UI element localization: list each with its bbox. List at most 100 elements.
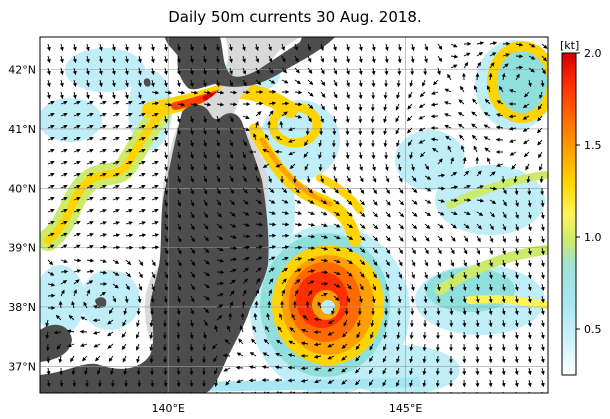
current-arrow: [242, 234, 251, 239]
current-arrow: [60, 269, 69, 274]
current-arrow: [189, 343, 194, 352]
current-arrow: [515, 54, 524, 59]
current-arrow: [489, 223, 494, 231]
lat-tick-label: 37°N: [8, 360, 36, 373]
current-arrow: [189, 379, 194, 388]
current-arrow: [527, 259, 532, 268]
current-arrow: [515, 223, 519, 231]
current-arrow: [138, 136, 146, 141]
lat-tick-label: 38°N: [8, 301, 36, 314]
current-arrow: [85, 91, 90, 100]
current-arrow: [501, 331, 506, 340]
current-arrow: [436, 295, 441, 304]
current-arrow: [202, 115, 207, 124]
current-arrow: [242, 175, 247, 183]
current-arrow: [268, 55, 273, 63]
current-arrow: [346, 67, 350, 75]
current-arrow: [68, 315, 75, 321]
current-arrow: [307, 199, 315, 204]
current-arrow: [99, 221, 107, 225]
current-arrow: [460, 85, 465, 93]
current-arrow: [341, 343, 348, 349]
current-arrow: [289, 327, 296, 333]
current-arrow: [60, 184, 68, 189]
current-arrow: [422, 367, 427, 376]
current-arrow: [524, 91, 530, 98]
current-arrow: [475, 367, 480, 376]
current-arrow: [125, 271, 131, 278]
current-arrow: [254, 300, 259, 309]
current-arrow: [345, 151, 350, 160]
current-arrow: [540, 211, 545, 220]
current-arrow: [527, 271, 532, 280]
current-arrow: [242, 55, 246, 63]
current-arrow: [396, 331, 401, 340]
current-arrow: [333, 79, 338, 87]
current-arrow: [150, 379, 155, 388]
current-arrow: [82, 355, 88, 362]
current-arrow: [151, 124, 159, 129]
current-arrow: [122, 355, 127, 363]
current-arrow: [398, 187, 404, 194]
current-arrow: [268, 211, 276, 215]
current-arrow: [137, 55, 142, 64]
current-arrow: [384, 55, 389, 64]
current-arrow: [525, 163, 530, 171]
current-arrow: [228, 43, 233, 52]
current-arrow: [320, 258, 329, 263]
current-arrow: [437, 158, 443, 165]
current-arrow: [514, 259, 519, 268]
current-arrow: [241, 300, 246, 309]
current-arrow: [537, 103, 543, 111]
lat-lon-grid: [40, 37, 548, 393]
current-arrow: [228, 55, 233, 64]
current-arrow: [177, 271, 182, 279]
current-arrow: [538, 151, 543, 159]
current-arrow: [59, 79, 64, 88]
current-arrow: [384, 163, 389, 172]
current-arrow: [214, 379, 219, 388]
current-arrow: [47, 232, 55, 237]
current-arrow: [86, 112, 94, 117]
current-arrow: [489, 52, 497, 57]
current-arrow: [433, 79, 439, 86]
current-arrow: [125, 196, 133, 201]
current-arrow: [540, 355, 545, 364]
current-arrow: [229, 257, 238, 262]
current-arrow: [294, 187, 300, 194]
current-arrow: [99, 112, 107, 117]
current-arrow: [294, 90, 303, 95]
current-arrow: [384, 295, 389, 304]
current-arrow: [229, 246, 238, 251]
current-arrow: [359, 259, 366, 266]
current-arrow: [99, 148, 107, 153]
current-arrow: [124, 43, 129, 52]
current-arrow: [294, 211, 302, 215]
current-arrow: [229, 268, 237, 273]
current-arrow: [437, 271, 441, 279]
current-arrow: [502, 63, 509, 69]
current-arrow: [45, 331, 50, 340]
current-arrow: [73, 279, 80, 285]
current-arrow: [511, 163, 517, 170]
current-arrow: [398, 199, 404, 206]
current-arrow: [409, 343, 414, 352]
current-arrow: [327, 367, 335, 372]
current-arrow: [163, 379, 168, 388]
current-arrow: [463, 184, 471, 189]
current-arrow: [527, 211, 532, 220]
current-arrow: [345, 103, 350, 112]
current-arrow: [418, 115, 426, 120]
current-arrow: [138, 259, 144, 266]
current-arrow: [486, 157, 491, 165]
current-arrow: [242, 245, 251, 250]
current-arrow: [527, 247, 532, 256]
current-arrow: [72, 79, 77, 88]
current-arrow: [346, 247, 354, 252]
current-arrow: [229, 211, 236, 217]
current-vectors: [45, 41, 548, 393]
current-arrow: [450, 235, 456, 242]
current-arrow: [411, 199, 418, 205]
current-arrow: [488, 319, 493, 328]
current-arrow: [255, 175, 260, 183]
